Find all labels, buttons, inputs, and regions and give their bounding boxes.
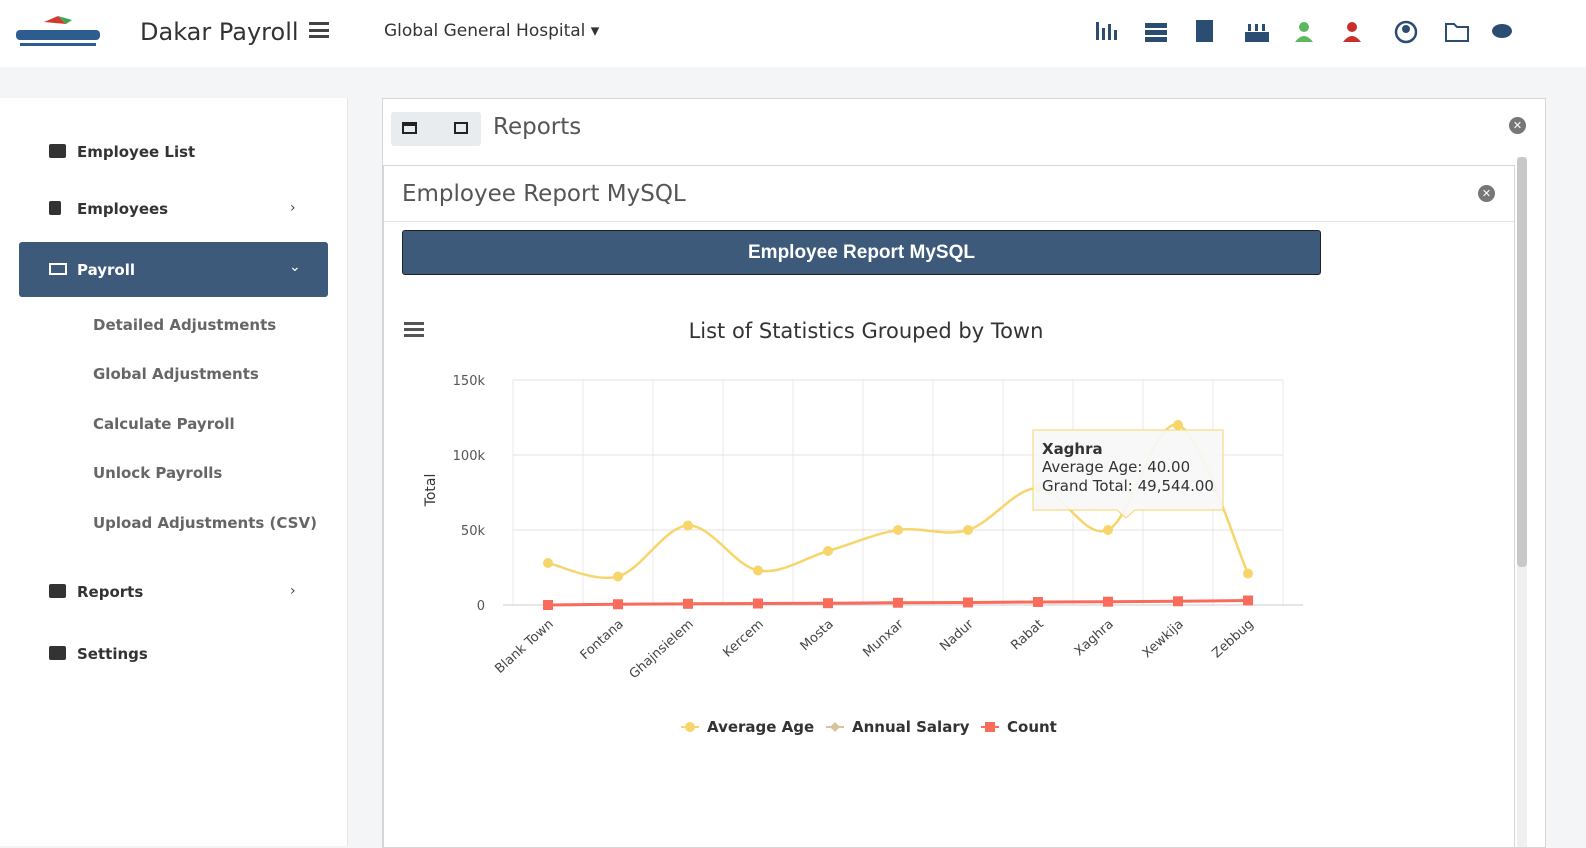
menu-toggle[interactable] bbox=[309, 22, 329, 38]
legend-label: Count bbox=[1007, 718, 1057, 736]
x-tick-label: Xaghra bbox=[1072, 617, 1117, 659]
point bbox=[893, 525, 903, 535]
point bbox=[963, 597, 973, 608]
toolbar-icons bbox=[1096, 20, 1512, 44]
panel-title: Reports bbox=[493, 114, 582, 140]
point bbox=[683, 520, 693, 531]
tooltip-line: Average Age: 40.00 bbox=[1042, 458, 1190, 476]
submenu-item[interactable]: Calculate Payroll bbox=[93, 415, 235, 433]
report-panel: Employee Report MySQL ✕ Employee Report … bbox=[383, 165, 1515, 848]
point bbox=[683, 598, 693, 609]
chart-title: List of Statistics Grouped by Town bbox=[689, 319, 1044, 343]
window-controls[interactable] bbox=[391, 112, 481, 146]
point bbox=[613, 571, 623, 582]
point bbox=[1173, 596, 1183, 607]
submenu-item[interactable]: Detailed Adjustments bbox=[93, 316, 277, 334]
chevron: › bbox=[290, 200, 296, 216]
x-tick-label: Nadur bbox=[937, 616, 977, 654]
point bbox=[1103, 596, 1113, 607]
x-tick-label: Rabat bbox=[1008, 617, 1046, 654]
y-tick-label: 150k bbox=[453, 374, 486, 389]
legend-marker bbox=[985, 722, 995, 732]
x-tick-label: Xewkija bbox=[1140, 617, 1187, 661]
sidebar: Employee List Employees › Payroll ⌄ Deta… bbox=[0, 98, 348, 846]
y-axis-label: Total bbox=[423, 474, 439, 508]
point bbox=[753, 598, 763, 609]
icon bbox=[49, 144, 66, 158]
top-bar: Dakar Payroll Global General Hospital ▾ bbox=[0, 0, 1586, 67]
point bbox=[543, 558, 553, 568]
icon bbox=[49, 584, 66, 598]
point bbox=[1173, 420, 1183, 430]
nav-item[interactable]: Employee List bbox=[77, 143, 196, 161]
close-button[interactable]: ✕ bbox=[1478, 185, 1495, 202]
organization: Global General Hospital bbox=[384, 21, 586, 41]
nav-item[interactable]: Employees bbox=[77, 200, 169, 218]
nav-item-active[interactable]: Payroll ⌄ bbox=[19, 242, 328, 297]
tooltip-title: Xaghra bbox=[1042, 440, 1103, 458]
logo bbox=[16, 16, 100, 46]
chevron: › bbox=[290, 583, 296, 599]
submenu-item[interactable]: Global Adjustments bbox=[93, 365, 259, 383]
x-tick-label: Ghajnsielem bbox=[627, 617, 697, 682]
x-tick-label: Blank Town bbox=[492, 617, 556, 677]
y-tick-label: 100k bbox=[453, 449, 486, 464]
x-tick-label: Mosta bbox=[798, 617, 837, 654]
point bbox=[613, 599, 623, 610]
app-name: Dakar Payroll bbox=[140, 18, 299, 46]
icon bbox=[49, 646, 66, 660]
point bbox=[963, 525, 973, 535]
panel-title: Employee Report MySQL bbox=[402, 181, 686, 207]
point bbox=[753, 565, 763, 576]
chart-menu[interactable] bbox=[404, 322, 424, 337]
submenu-item[interactable]: Upload Adjustments (CSV) bbox=[93, 514, 317, 532]
nav-item[interactable]: Settings bbox=[77, 645, 148, 663]
tooltip-line: Grand Total: 49,544.00 bbox=[1042, 477, 1214, 495]
tooltip-box bbox=[1032, 429, 1224, 519]
x-tick-label: Fontana bbox=[578, 617, 627, 663]
x-tick-label: Zebbug bbox=[1210, 617, 1257, 662]
submenu-item[interactable]: Unlock Payrolls bbox=[93, 464, 223, 482]
legend-marker bbox=[685, 722, 695, 732]
legend-label: Annual Salary bbox=[852, 718, 970, 736]
point bbox=[543, 600, 553, 610]
nav-label: Payroll bbox=[77, 261, 136, 279]
organization-dropdown[interactable]: Global General Hospital ▾ bbox=[384, 21, 600, 41]
y-tick-label: 0 bbox=[477, 599, 485, 614]
nav-item[interactable]: Reports bbox=[77, 583, 144, 601]
icon bbox=[49, 201, 61, 215]
divider bbox=[384, 221, 1514, 222]
point bbox=[1243, 568, 1253, 579]
scrollbar bbox=[1517, 157, 1527, 847]
point bbox=[823, 546, 833, 556]
icon bbox=[49, 263, 67, 275]
point bbox=[823, 598, 833, 609]
report-button[interactable]: Employee Report MySQL bbox=[402, 230, 1321, 275]
y-tick-label: 50k bbox=[461, 524, 486, 539]
point bbox=[1033, 597, 1043, 607]
close-button[interactable]: ✕ bbox=[1509, 117, 1526, 134]
point bbox=[1243, 595, 1253, 606]
x-tick-label: Munxar bbox=[860, 616, 907, 660]
point bbox=[893, 597, 903, 608]
chart: List of Statistics Grouped by Town Total… bbox=[404, 319, 1303, 736]
legend-marker bbox=[830, 722, 840, 732]
point bbox=[1103, 525, 1113, 535]
x-tick-label: Kercem bbox=[720, 617, 766, 661]
chevron: ⌄ bbox=[289, 259, 301, 275]
legend-label: Average Age bbox=[707, 718, 814, 736]
